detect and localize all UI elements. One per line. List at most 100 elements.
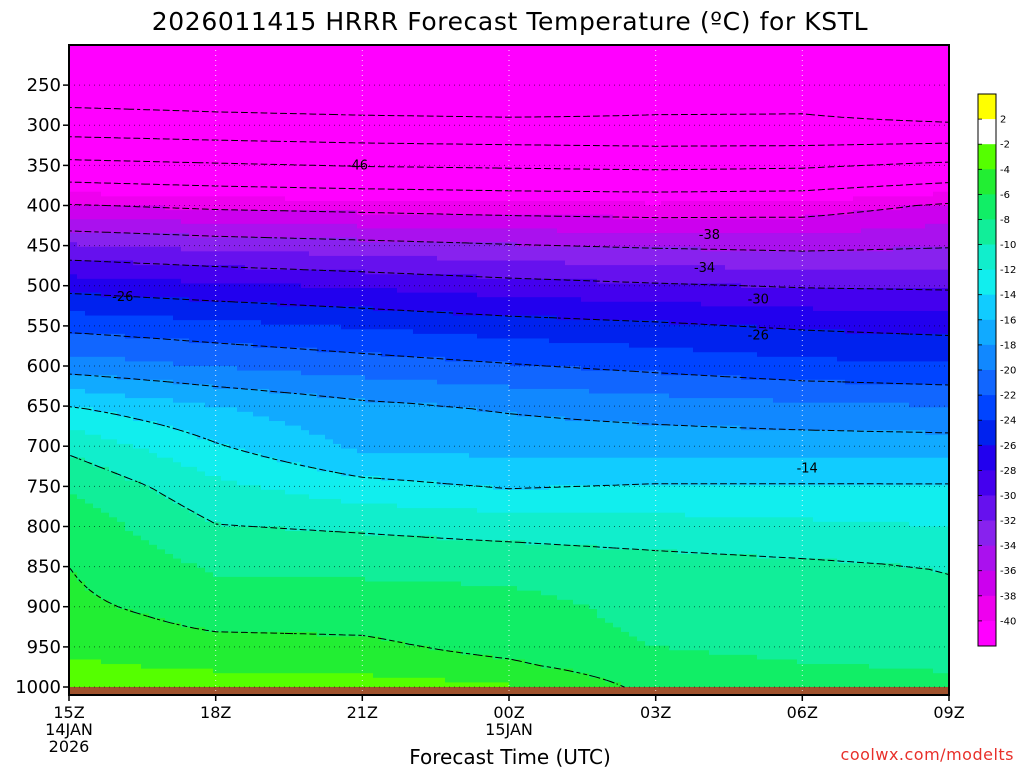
field-cell [397,274,406,294]
field-cell [309,498,318,532]
field-cell [581,457,590,486]
field-cell [685,283,694,303]
field-cell [757,379,766,399]
field-cell [189,210,198,225]
field-cell [757,457,766,486]
field-cell [869,269,878,289]
field-cell [885,402,894,431]
field-cell [749,430,758,459]
field-cell [253,631,262,674]
field-cell [173,210,182,220]
field-cell [685,45,694,202]
field-cell [149,315,158,340]
field-cell [573,512,582,546]
field-cell [557,214,566,234]
field-cell [293,347,302,372]
field-cell [869,251,878,271]
field-cell [253,453,262,486]
field-cell [85,590,94,661]
field-cell [165,457,174,500]
field-cell [421,480,430,509]
field-cell [821,379,830,404]
field-cell [301,288,310,307]
field-cell [293,425,302,463]
field-cell [533,45,542,202]
field-cell [709,200,718,220]
field-cell [333,498,342,532]
colorbar-swatch [978,119,996,145]
field-cell [645,393,654,427]
field-cell [605,421,614,459]
field-cell [413,508,422,537]
field-cell [693,265,702,285]
field-cell [853,251,862,271]
field-cell [461,407,470,454]
field-cell [669,347,678,376]
field-cell [109,356,118,376]
field-cell [77,233,86,248]
field-cell [149,398,158,422]
field-cell [909,526,918,569]
field-cell [341,375,350,399]
field-cell [885,430,894,459]
colorbar-label: -22 [1000,391,1016,402]
field-cell [525,664,534,688]
field-cell [661,425,670,459]
field-cell [117,205,126,220]
field-cell [277,631,286,674]
field-cell [365,228,374,243]
field-cell [581,45,590,202]
field-cell [253,576,262,633]
field-cell [557,320,566,344]
field-cell [101,219,110,234]
field-cell [221,407,230,445]
field-cell [309,347,318,376]
field-cell [853,233,862,252]
field-cell [701,485,710,518]
field-cell [141,246,150,266]
field-cell [541,297,550,317]
field-cell [389,310,398,330]
field-cell [893,402,902,431]
field-cell [149,379,158,399]
field-cell [501,200,510,216]
field-cell [589,200,598,216]
colorbar-legend: 2-2-4-6-8-10-12-14-16-18-20-22-24-26-28-… [977,93,1016,647]
field-cell [837,251,846,271]
field-cell [501,214,510,230]
field-cell [541,416,550,459]
field-cell [197,196,206,211]
field-cell [557,512,566,546]
field-cell [901,196,910,207]
field-cell [245,301,254,321]
field-cell [277,489,286,528]
field-cell [101,356,110,376]
field-cell [85,333,94,358]
field-cell [941,45,950,193]
field-cell [517,246,526,262]
field-cell [461,214,470,230]
field-cell [837,45,846,202]
field-cell [645,549,654,647]
field-cell [149,265,158,280]
field-cell [877,563,886,670]
field-cell [253,251,262,271]
field-cell [109,205,118,220]
field-cell [485,361,494,385]
field-cell [765,251,774,271]
field-cell [221,443,230,482]
field-cell [69,659,78,688]
field-cell [933,223,942,248]
field-cell [941,407,950,436]
field-cell [661,645,670,688]
field-cell [301,200,310,211]
y-tick-label: 700 [27,436,61,457]
field-cell [133,664,142,688]
field-cell [85,219,94,234]
field-cell [605,214,614,234]
field-cell [277,462,286,491]
field-cell [909,246,918,271]
field-cell [93,375,102,395]
colorbar-label: -40 [1000,616,1016,627]
field-cell [453,242,462,262]
